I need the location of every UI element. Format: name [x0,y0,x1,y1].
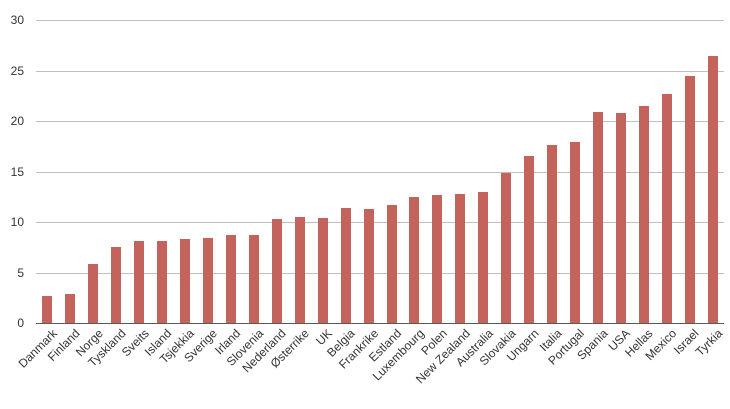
bar [363,208,374,323]
bar [203,238,214,323]
bar-columns: Danmark Finland Norge Tyskland Sveits Island T… [15,20,725,409]
bar-column: New Zealand [413,20,473,409]
y-axis-label: 5 [17,265,24,280]
bar-column: Tsjekkia [157,20,197,409]
bar-column: Polen [418,20,450,409]
bar-column: Frankrike [336,20,381,409]
bar-column: Slovenia [224,20,266,409]
bar-column: Finland [45,20,83,409]
bar-column: USA [606,20,633,409]
bar [42,295,53,323]
bar [65,293,76,323]
bar-column: Østerrike [268,20,312,409]
gridline [36,171,724,173]
bar [478,191,489,323]
bar [501,172,512,323]
bar-column: Estland [366,20,404,409]
y-axis-label: 30 [10,13,24,27]
bar-column: UK [311,20,335,409]
bar-column: Slovakia [476,20,518,409]
bar [386,204,397,323]
gridline [36,222,724,223]
bar [592,111,603,323]
y-axis-label: 0 [17,316,24,330]
bar-column: Sverige [182,20,220,409]
gridline [36,20,724,21]
bar-column: Island [142,20,174,409]
y-axis-label: 20 [10,114,24,128]
bar [111,247,122,323]
y-axis-label: 15 [10,164,24,179]
bar [271,218,282,323]
x-axis-line [36,323,724,324]
bar-column: Tyrkia [692,20,725,409]
bar [294,216,305,323]
bar [615,112,626,323]
y-axis: 0 5 10 15 20 25 30 [0,0,24,409]
bar-column: Hellas [623,20,656,409]
bar [661,93,672,323]
bar [570,142,581,323]
bar [180,239,191,323]
bar-column: Italia [536,20,564,409]
bar-column: Mexico [642,20,679,409]
bar [225,235,236,323]
bar [317,217,328,323]
bar-column: Portugal [546,20,587,409]
bar [707,56,718,323]
bar [547,145,558,323]
bar [248,235,259,323]
bar [455,193,466,323]
y-axis-label: 25 [10,63,24,78]
y-axis-label: 10 [10,215,24,229]
bar [638,105,649,323]
bar [134,241,145,323]
bar-column: Australia [453,20,495,409]
bar [432,194,443,323]
bar-column: Sveits [118,20,151,409]
bar [88,264,99,323]
bar-column: Israel [671,20,702,409]
bar [684,75,695,323]
bar [524,156,535,323]
bar-column: Norge [73,20,106,409]
gridlines [36,20,724,324]
bar-column: Danmark [15,20,60,409]
bar [157,241,168,323]
gridline [36,70,724,72]
plot-area: Danmark Finland Norge Tyskland Sveits Island T… [15,20,725,409]
bar-column: Tyskland [85,20,128,409]
bar-column: Nederland [240,20,289,409]
bar-column: Ungarn [504,20,541,409]
bar [340,207,351,323]
gridline [36,121,724,122]
bar-column: Irland [212,20,243,409]
bar [409,196,420,323]
gridline [36,272,724,274]
bar-column: Belgia [324,20,358,409]
bar-column: Spania [574,20,610,409]
bar-column: Luxembourg [370,20,427,409]
